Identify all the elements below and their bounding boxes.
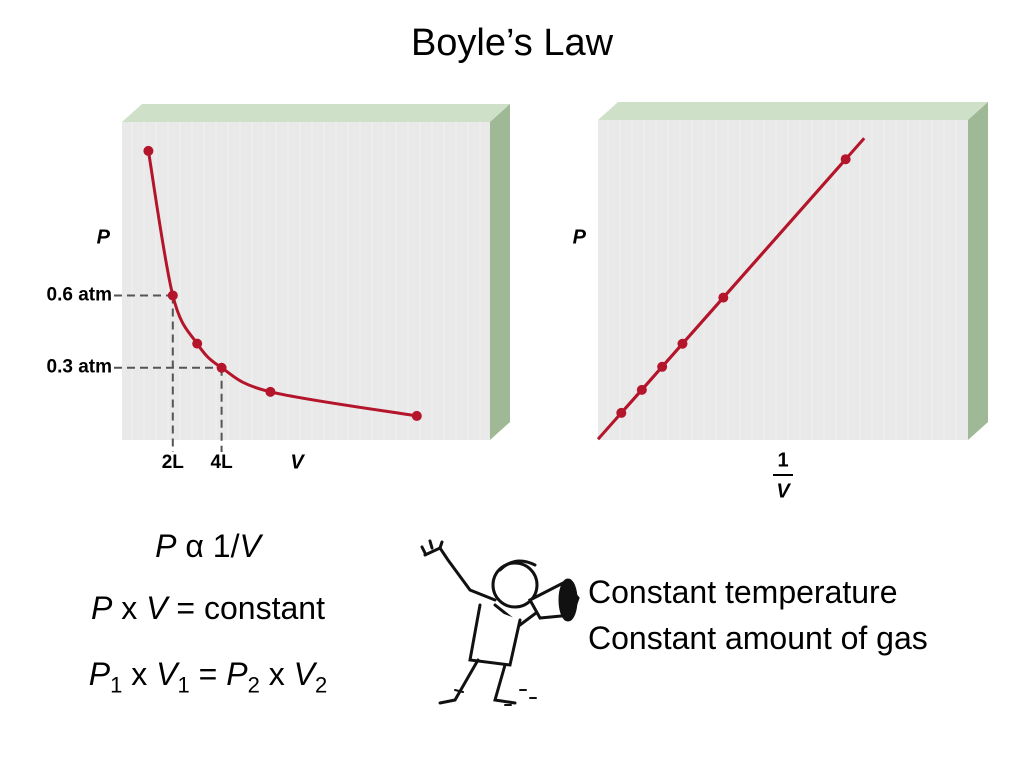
x-axis-label-denominator: V [776, 480, 791, 502]
equation-part: V [239, 528, 261, 564]
data-point [143, 145, 154, 156]
data-point [718, 292, 729, 303]
equation-part: 1 [177, 672, 190, 698]
equation-part: = constant [167, 590, 325, 626]
equation-part: x [259, 656, 294, 692]
note: Constant temperature [588, 574, 898, 610]
panel-side [490, 104, 510, 440]
data-point [636, 384, 647, 395]
data-point [677, 338, 688, 349]
y-tick-label: 0.3 atm [47, 357, 112, 378]
equation: P1 x V1 = P2 x V2 [8, 656, 408, 698]
equation-part: 2 [247, 672, 260, 698]
y-axis-label: P [573, 226, 587, 248]
equation-part: 2 [314, 672, 328, 698]
series-line [620, 158, 847, 414]
equation-part: x [122, 656, 157, 692]
equation-part: P [155, 528, 177, 564]
data-point [192, 338, 203, 349]
equation-part: V [146, 590, 168, 626]
note: Constant amount of gas [588, 620, 928, 656]
data-point [411, 410, 422, 421]
panel-top [598, 102, 988, 120]
equation: P x V = constant [8, 590, 408, 627]
equation-part: V [156, 656, 178, 692]
cartoon [420, 539, 580, 706]
equation-part: P [88, 656, 111, 692]
equation-part: P [226, 656, 248, 692]
panel-face [122, 122, 490, 440]
panel-top [122, 104, 510, 122]
equation-part: P [91, 590, 113, 626]
data-point [616, 407, 627, 418]
x-tick-label: 4L [211, 452, 234, 473]
panel-face [598, 120, 968, 440]
equation-part: α 1/ [176, 528, 240, 564]
y-tick-label: 0.6 atm [47, 284, 112, 305]
y-axis-label: P [97, 226, 111, 248]
data-point [216, 362, 227, 373]
data-point [657, 361, 668, 372]
x-axis-label-numerator: 1 [777, 449, 788, 471]
equation-part: x [112, 590, 147, 626]
data-point [167, 290, 178, 301]
x-tick-label: 2L [162, 452, 185, 473]
equation-part: = [189, 656, 227, 692]
title: Boyle’s Law [411, 22, 614, 64]
x-axis-label: V [290, 451, 305, 473]
series-line [146, 150, 418, 418]
equation-part: 1 [110, 672, 123, 698]
equation: P α 1/V [8, 528, 408, 565]
equation-part: V [293, 656, 315, 692]
data-point [265, 386, 276, 397]
data-point [840, 154, 851, 165]
panel-side [968, 102, 988, 440]
